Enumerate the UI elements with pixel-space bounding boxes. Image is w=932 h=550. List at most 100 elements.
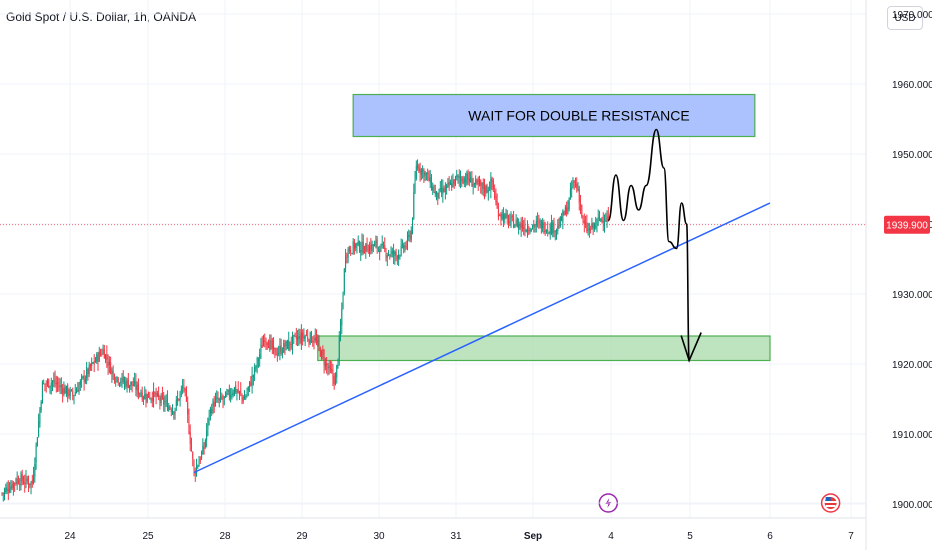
candle-body bbox=[115, 381, 117, 383]
candle-body bbox=[242, 396, 244, 401]
candle-body bbox=[316, 338, 318, 341]
candle-body bbox=[495, 196, 497, 202]
candle-body bbox=[206, 430, 208, 441]
candle-body bbox=[288, 340, 290, 350]
candle-body bbox=[136, 384, 138, 391]
candle-body bbox=[492, 180, 494, 189]
candle-body bbox=[101, 353, 103, 355]
candle-body bbox=[50, 382, 52, 387]
candle-body bbox=[486, 185, 488, 193]
candle-body bbox=[20, 475, 22, 486]
candle-body bbox=[405, 245, 407, 247]
candle-body bbox=[265, 339, 267, 342]
support-zone[interactable] bbox=[317, 335, 771, 362]
candle-body bbox=[199, 459, 201, 461]
candle-body bbox=[444, 187, 446, 192]
candle-body bbox=[406, 235, 408, 245]
candle-body bbox=[235, 385, 237, 393]
candle-body bbox=[275, 348, 277, 356]
candle-body bbox=[361, 241, 363, 250]
candle-body bbox=[308, 340, 310, 343]
candle-body bbox=[289, 341, 291, 346]
candle-body bbox=[331, 369, 333, 372]
candle-body bbox=[430, 178, 432, 190]
candle-body bbox=[116, 376, 118, 380]
resistance-zone[interactable] bbox=[352, 93, 756, 138]
candle-body bbox=[542, 222, 544, 229]
candle-body bbox=[510, 216, 512, 220]
projection-path[interactable] bbox=[607, 128, 690, 362]
currency-button[interactable]: USD bbox=[887, 6, 923, 30]
candle-body bbox=[88, 364, 90, 374]
candle-body bbox=[529, 232, 531, 234]
y-tick-label: 1950.000 bbox=[892, 150, 932, 161]
us-flag-stripe bbox=[825, 505, 836, 507]
candle-body bbox=[332, 370, 334, 378]
candle-body bbox=[374, 243, 376, 247]
candle-body bbox=[466, 173, 468, 184]
candle-body bbox=[33, 474, 35, 483]
candle-body bbox=[409, 235, 411, 239]
candle-body bbox=[216, 397, 218, 399]
candle-body bbox=[230, 394, 232, 399]
candle-body bbox=[197, 465, 199, 468]
candle-body bbox=[79, 381, 81, 386]
x-tick-label: 29 bbox=[296, 531, 308, 542]
candle-body bbox=[588, 228, 590, 231]
candle-body bbox=[438, 188, 440, 199]
candle-body bbox=[158, 393, 160, 398]
candle-body bbox=[506, 213, 508, 218]
candle-body bbox=[341, 309, 343, 326]
candle-body bbox=[566, 207, 568, 215]
candle-body bbox=[120, 381, 122, 383]
candle-body bbox=[146, 393, 148, 402]
candle-body bbox=[252, 375, 254, 378]
candles bbox=[1, 159, 609, 502]
candle-body bbox=[534, 225, 536, 228]
candle-body bbox=[142, 397, 144, 399]
candle-body bbox=[484, 187, 486, 192]
candle-body bbox=[372, 244, 374, 247]
candle-body bbox=[93, 360, 95, 364]
candle-body bbox=[72, 391, 74, 396]
y-tick-label: 1960.000 bbox=[892, 80, 932, 91]
candle-body bbox=[352, 241, 354, 254]
candle-body bbox=[412, 218, 414, 230]
candle-body bbox=[558, 226, 560, 228]
candle-body bbox=[538, 221, 540, 223]
candle-body bbox=[334, 378, 336, 386]
candle-body bbox=[165, 400, 167, 402]
candle-body bbox=[318, 339, 320, 347]
candle-body bbox=[164, 402, 166, 406]
candle-body bbox=[117, 378, 119, 383]
candle-body bbox=[31, 480, 33, 484]
candle-body bbox=[386, 255, 388, 258]
candle-body bbox=[302, 332, 304, 338]
candle-body bbox=[585, 222, 587, 224]
candle-body bbox=[358, 241, 360, 252]
candle-body bbox=[389, 255, 391, 257]
candle-body bbox=[593, 223, 595, 229]
x-tick-label: 30 bbox=[373, 531, 385, 542]
candle-body bbox=[297, 337, 299, 341]
candle-body bbox=[125, 380, 127, 387]
projection-arrowhead bbox=[680, 332, 702, 363]
candle-body bbox=[113, 374, 115, 381]
candle-body bbox=[284, 345, 286, 348]
candle-body bbox=[434, 191, 436, 195]
candle-body bbox=[343, 269, 345, 293]
candle-body bbox=[295, 335, 297, 339]
candle-body bbox=[549, 224, 551, 235]
candle-body bbox=[159, 398, 161, 402]
candle-body bbox=[261, 345, 263, 348]
candle-body bbox=[84, 378, 86, 383]
candle-body bbox=[477, 179, 479, 184]
y-tick-label: 1920.000 bbox=[892, 360, 932, 371]
y-tick-label: 1970.000 bbox=[892, 10, 932, 21]
candle-body bbox=[203, 447, 205, 449]
candle-body bbox=[226, 393, 228, 395]
candle-body bbox=[150, 398, 152, 400]
candle-body bbox=[523, 227, 525, 229]
candle-body bbox=[321, 350, 323, 359]
